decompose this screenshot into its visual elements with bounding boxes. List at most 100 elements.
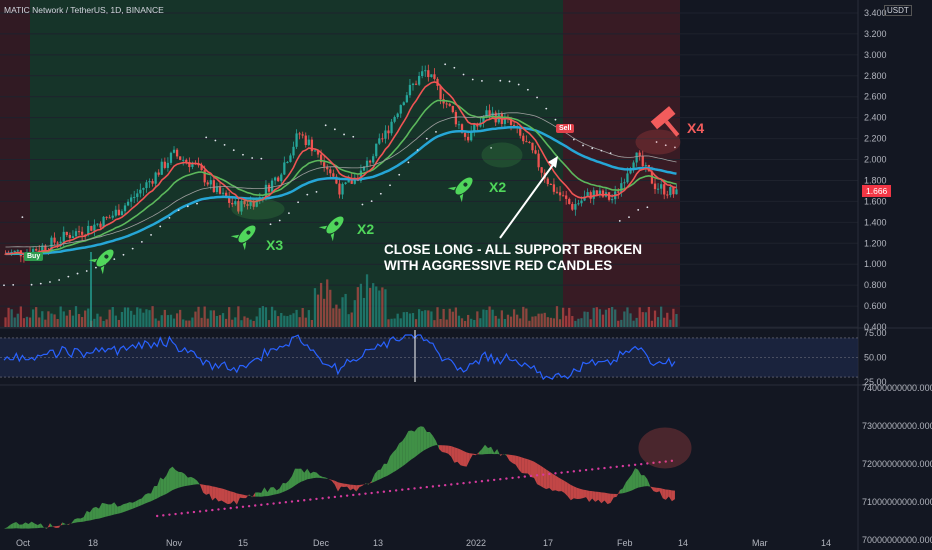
rocket-body [96,249,114,267]
psar-dot [21,216,24,219]
oscillator-area [288,476,292,490]
candle-body [154,172,157,184]
oscillator-area [95,506,99,520]
oscillator-area [570,484,574,501]
candle-body [252,200,255,207]
candle-body [286,161,289,163]
oscillator-area [334,480,338,492]
oscillator-area [37,523,41,529]
oscillator-area [102,502,106,518]
volume-bar [365,274,369,327]
candle-body [399,105,402,114]
signal-dot [272,502,275,505]
candle-body [574,204,577,210]
volume-bar [274,310,277,327]
time-tick-label: 14 [678,538,688,548]
volume-bar [224,318,228,327]
volume-bar [421,311,424,327]
psar-dot [471,78,474,81]
volume-bar [280,313,283,327]
psar-dot [545,107,548,110]
candle-body [35,249,38,251]
candle-body [111,215,114,218]
oscillator-area [178,471,182,488]
signal-dot [578,469,582,472]
volume-bar [298,317,301,327]
volume-bar [375,286,378,327]
rocket-fin [330,232,335,242]
time-tick-label: 15 [238,538,248,548]
price-tick-label: 2.200 [864,134,887,144]
volume-bar [399,318,402,327]
signal-dot [603,466,606,470]
oscillator-area [359,484,363,488]
volume-bar [537,313,540,327]
candle-body [157,172,160,175]
oscillator-area [46,523,50,529]
candle-body [133,196,136,198]
close-long-annotation: CLOSE LONG - ALL SUPPORT BROKEN WITH AGG… [384,242,642,274]
psar-dot [416,149,419,151]
oscillator-area [49,523,54,527]
volume-bar [451,311,454,327]
price-tick-label: 0.800 [864,280,887,290]
candle-body [319,154,323,163]
oscillator-area [59,522,63,528]
volume-bar [16,313,19,327]
candle-body [77,231,81,233]
candle-body [592,190,595,199]
volume-bar [509,316,513,327]
volume-bar [120,311,124,327]
candle-body [179,156,182,160]
signal-dot [162,514,165,517]
oscillator-area [255,492,259,497]
volume-bar [485,310,488,327]
oscillator-area [108,504,112,517]
oscillator-area [154,485,158,500]
volume-bar [601,314,605,327]
rocket-icon [318,216,344,242]
candle-body [313,150,317,152]
currency-badge[interactable]: USDT [884,5,912,16]
signal-dot [443,483,447,487]
volume-bar [96,313,99,327]
oscillator-area [396,443,400,471]
oscillator-area [227,490,231,505]
oscillator-area [573,486,577,500]
candle-body [586,192,589,197]
volume-bar [467,314,470,327]
candle-body [540,167,543,173]
oscillator-area [426,431,430,449]
volume-bar [561,307,565,327]
price-tick-label: 1.800 [864,175,887,185]
oscillator-area [365,483,369,485]
oscillator-area [399,441,403,469]
volume-bar [139,308,142,327]
volume-bar [13,317,16,327]
candle-body [411,83,415,85]
oscillator-area [543,467,547,490]
candle-body [243,200,246,205]
volume-bar [74,306,78,327]
oscillator-area [659,488,663,499]
psar-dot [352,135,355,138]
volume-bar [243,316,246,327]
oscillator-area [7,524,11,529]
candle-body [675,189,678,195]
oscillator-area [635,468,639,489]
oscillator-area [249,494,253,498]
candle-body [393,117,396,122]
oscillator-panel [4,426,692,529]
price-tick-label: 2.000 [864,155,887,165]
rocket-window [246,230,251,235]
volume-bar [497,318,500,327]
candle-body [546,178,549,185]
signal-dot [260,503,263,507]
oscillator-area [215,486,219,502]
signal-dot [284,501,288,504]
volume-bar [620,319,623,327]
volume-bar [595,307,598,327]
highlight-circle [481,142,523,168]
oscillator-area [71,519,75,524]
oscillator-area [89,508,93,521]
